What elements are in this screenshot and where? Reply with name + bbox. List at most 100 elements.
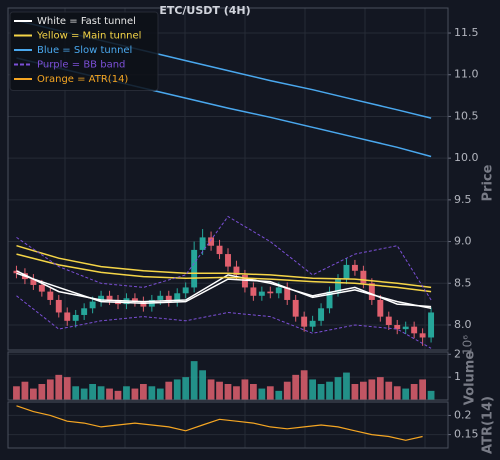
candle (402, 321, 409, 335)
candle-body (38, 284, 45, 292)
legend-label: Blue = Slow tunnel (37, 45, 132, 56)
volume-bar (224, 384, 232, 400)
candle-body (81, 308, 88, 315)
legend-label: White = Fast tunnel (37, 16, 136, 27)
y-tick-label: 9.0 (454, 235, 472, 248)
volume-bar (21, 381, 29, 400)
candle (411, 321, 418, 339)
volume-bar (190, 361, 198, 400)
volume-bar (72, 386, 80, 400)
volume-bar (258, 388, 266, 400)
candle (64, 307, 71, 326)
volume-bar (207, 379, 215, 400)
volume-bar (266, 386, 274, 400)
volume-bar (309, 379, 316, 400)
volume-bar (13, 386, 20, 400)
volume-bar (351, 384, 359, 400)
candle-body (106, 295, 113, 300)
volume-bar (123, 386, 130, 400)
volume-bar (385, 381, 393, 400)
candle (250, 282, 257, 301)
candle-body (419, 333, 426, 338)
candle (174, 288, 181, 307)
candle-body (64, 312, 71, 321)
candle (377, 294, 384, 322)
volume-bar (427, 390, 435, 400)
candle-body (241, 274, 248, 288)
candle-body (47, 291, 54, 300)
candle-body (309, 320, 316, 327)
candle-body (377, 299, 384, 317)
candle (30, 274, 37, 290)
volume-bar (131, 388, 139, 400)
candle-body (89, 301, 96, 309)
y-tick-label: 10.0 (454, 151, 479, 164)
candle-body (428, 312, 435, 338)
volume-bar (241, 379, 249, 400)
volume-bar (140, 384, 147, 400)
candle (106, 290, 113, 305)
candle (182, 282, 189, 299)
chart-title: ETC/USDT (4H) (159, 4, 250, 17)
candle-body (140, 301, 147, 307)
candle-body (208, 237, 215, 246)
candle-body (199, 237, 206, 250)
volume-bar (410, 384, 418, 400)
candle-body (267, 291, 274, 294)
volume-bar (173, 379, 181, 400)
y-tick-label: 8.0 (454, 318, 472, 331)
volume-bar (63, 377, 71, 400)
candle (47, 286, 54, 305)
candle (343, 258, 350, 285)
candle (55, 294, 62, 318)
candle (165, 290, 172, 307)
candle (131, 293, 138, 307)
candle (98, 290, 105, 307)
candle-body (191, 249, 198, 288)
volume-bar (216, 381, 223, 400)
volume-bar (326, 381, 333, 400)
y-tick-label: 10.5 (454, 109, 479, 122)
overlay-line (16, 253, 432, 293)
volume-bar (46, 379, 54, 400)
candle (419, 328, 426, 346)
volume-bar (250, 384, 257, 400)
panel-frame (7, 401, 449, 449)
y-tick-label: 9.5 (454, 193, 472, 206)
candle (385, 311, 392, 330)
volume-bar (419, 379, 426, 400)
candle-body (351, 264, 358, 271)
volume-bar (368, 379, 376, 400)
candle-body (326, 291, 333, 309)
overlay-line (16, 244, 432, 289)
y-tick-label: 0.15 (454, 428, 479, 441)
candle-body (335, 279, 341, 292)
candle-body (165, 295, 172, 302)
plot-layer (8, 8, 448, 448)
axis-label: Price (481, 164, 496, 201)
candle-body (394, 324, 401, 330)
volume-bar (182, 377, 190, 400)
candle (199, 229, 206, 255)
panel-frame (7, 351, 449, 401)
candle (258, 286, 265, 301)
volume-bar (283, 381, 291, 400)
candle (208, 231, 215, 251)
volume-bar (148, 386, 156, 400)
volume-bar (343, 372, 350, 400)
volume-bar (300, 370, 308, 400)
volume-bar (199, 370, 206, 400)
volume-bar (80, 388, 88, 400)
axis-label: ATR(14) (481, 396, 496, 454)
candle-body (182, 287, 189, 294)
legend: White = Fast tunnel Yellow = Main tunnel B… (9, 11, 159, 91)
candle-body (13, 270, 20, 274)
overlay-line (16, 295, 432, 349)
y-tick-label: 2 (454, 347, 461, 360)
candle (81, 303, 88, 320)
volume-bar (38, 384, 46, 400)
volume-bar (317, 384, 325, 400)
candle-body (301, 316, 308, 327)
candle (191, 241, 198, 293)
